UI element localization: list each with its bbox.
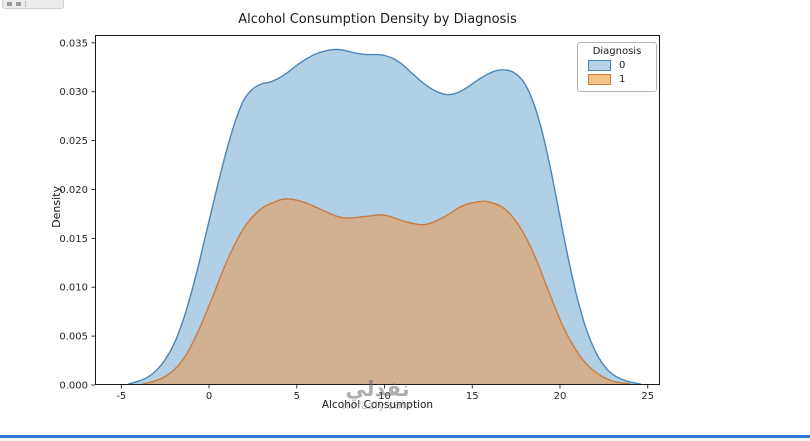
- x-tick-label: 0: [206, 391, 212, 402]
- y-tick-label: 0.020: [59, 185, 88, 196]
- legend-entry: 0: [588, 60, 648, 71]
- kde-line-0: [128, 48, 641, 385]
- bottom-accent-bar: [0, 435, 810, 438]
- legend-title: Diagnosis: [592, 46, 642, 57]
- y-tick-label: 0.010: [59, 283, 88, 294]
- y-tick-label: 0.030: [59, 87, 88, 98]
- kde-plot-canvas: -5 0 5 10 15 20 250.0000.0050.0100.0150.0200.0…: [59, 35, 660, 402]
- legend-label: 1: [619, 74, 626, 85]
- legend: Diagnosis 0 1: [577, 42, 657, 92]
- y-tick-label: 0.000: [59, 381, 88, 392]
- kde-fill-1: [142, 198, 631, 385]
- legend-swatch-diagnosis-0: [588, 60, 611, 71]
- x-tick-label: 15: [466, 391, 479, 402]
- x-tick-label: 5: [294, 391, 300, 402]
- divider: [25, 1, 26, 7]
- legend-swatch-diagnosis-1: [588, 74, 611, 85]
- kde-fill-0: [128, 49, 641, 386]
- x-tick-label: 10: [378, 391, 391, 402]
- grid-icon: [16, 2, 21, 6]
- kde-line-1: [142, 198, 631, 385]
- x-axis-label: Alcohol Consumption: [321, 399, 434, 411]
- bottom-edge-strip: [0, 438, 810, 441]
- legend-entry: 1: [588, 74, 648, 85]
- legend-label: 0: [619, 60, 626, 71]
- x-tick-label: 20: [554, 391, 567, 402]
- x-tick-label: 25: [641, 391, 654, 402]
- y-tick-label: 0.025: [59, 136, 88, 147]
- y-axis-label: Density: [50, 186, 63, 228]
- axes-spines: [95, 35, 660, 385]
- x-tick-label: -5: [116, 391, 126, 402]
- y-tick-label: 0.005: [59, 332, 88, 343]
- chart-title: Alcohol Consumption Density by Diagnosis: [238, 12, 517, 27]
- y-tick-label: 0.015: [59, 234, 88, 245]
- cropped-toolbar-fragment: [2, 0, 64, 9]
- grid-icon: [7, 2, 12, 6]
- y-tick-label: 0.035: [59, 38, 88, 49]
